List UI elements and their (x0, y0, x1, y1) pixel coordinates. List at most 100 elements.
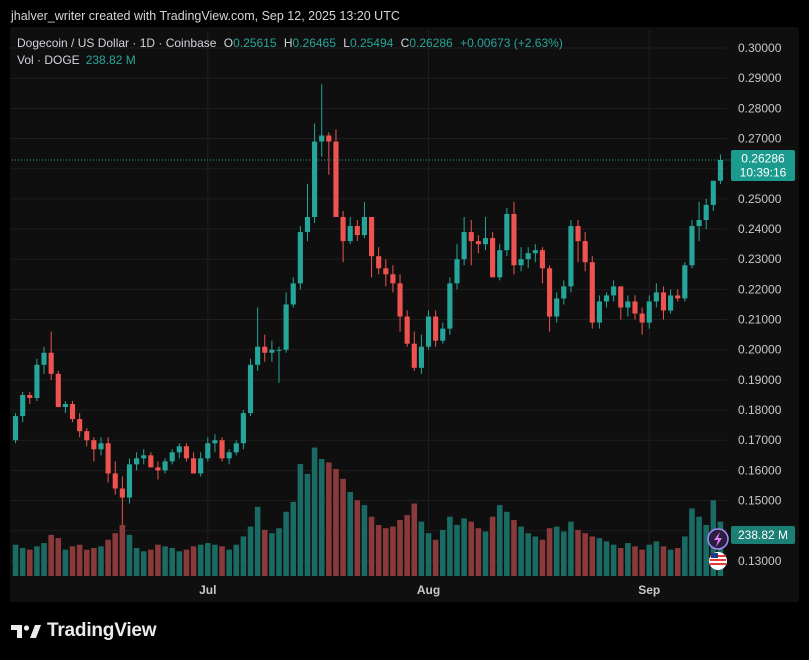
volume-bar (397, 520, 403, 576)
candle (411, 331, 417, 371)
candle (425, 310, 432, 350)
volume-bar (247, 526, 254, 576)
volume-bar (126, 534, 133, 576)
volume-bar (219, 546, 225, 576)
candle (582, 232, 588, 272)
candle (304, 183, 311, 242)
y-tick-label: 0.20000 (738, 343, 782, 357)
volume-bar (660, 546, 667, 576)
volume-bar (425, 533, 432, 576)
volume-bar (226, 549, 232, 576)
countdown-label: 10:39:16 (740, 166, 787, 180)
volume-bar (297, 464, 304, 576)
volume-bar (603, 541, 610, 576)
candle (710, 180, 716, 211)
volume-bar (169, 548, 175, 576)
candle (689, 220, 695, 269)
candle (447, 277, 453, 335)
footer-brand[interactable]: TradingView (11, 620, 157, 642)
volume-bar (98, 546, 104, 576)
volume-bar (34, 546, 40, 576)
volume-bar (354, 500, 361, 576)
candle (660, 286, 667, 320)
candle (575, 220, 581, 263)
volume-bar (617, 548, 624, 576)
candle (169, 449, 175, 465)
volume-bar (674, 548, 681, 576)
volume-bar (610, 544, 617, 576)
ohlc-legend: Dogecoin / US Dollar · 1D · Coinbase O0.… (17, 36, 563, 50)
volume-bar (639, 549, 645, 576)
candle (98, 437, 104, 456)
candle (468, 220, 474, 266)
volume-bar (596, 538, 603, 576)
volume-bar (375, 524, 382, 576)
volume-bar (632, 546, 638, 576)
candle (198, 452, 204, 477)
volume-bar (311, 447, 318, 576)
volume-bar (439, 529, 446, 576)
volume-bar (667, 549, 674, 576)
candle (440, 322, 446, 344)
candle (490, 232, 496, 278)
y-tick-label: 0.16000 (738, 463, 782, 477)
candle (568, 220, 574, 293)
volume-bar (91, 548, 97, 576)
us-flag-event-icon[interactable] (709, 552, 727, 570)
candle (41, 346, 47, 374)
volume-bar (27, 549, 33, 576)
candle (105, 437, 111, 483)
volume-bar (183, 549, 190, 576)
candle (240, 410, 246, 450)
volume-value: 238.82 M (85, 53, 136, 67)
volume-bar (304, 473, 311, 576)
candle (383, 259, 389, 287)
candle (675, 289, 681, 302)
volume-bar (468, 521, 475, 576)
current-price-label: 0.26286 (741, 152, 785, 166)
volume-bar (148, 549, 154, 576)
candle (219, 437, 225, 462)
volume-bar (347, 492, 353, 576)
y-tick-label: 0.22000 (738, 282, 782, 296)
candle (55, 370, 61, 408)
candle (255, 307, 261, 371)
volume-bar (432, 539, 439, 576)
candle (134, 452, 140, 471)
candle (27, 391, 33, 405)
candle (283, 292, 289, 353)
volume-bar (703, 524, 709, 576)
candle (148, 452, 154, 468)
candle (461, 216, 467, 266)
y-tick-label: 0.30000 (738, 41, 782, 55)
chart-panel[interactable] (10, 27, 799, 602)
volume-bars (12, 447, 724, 576)
candle (539, 247, 546, 284)
candle (119, 476, 125, 525)
volume-bar (76, 544, 83, 576)
candle (397, 274, 403, 332)
candle (554, 292, 560, 323)
candle (333, 129, 339, 217)
y-tick-label: 0.28000 (738, 101, 782, 115)
y-tick-label: 0.18000 (738, 403, 782, 417)
volume-label: Vol · DOGE (17, 53, 80, 67)
volume-bar (518, 526, 524, 576)
volume-bar (276, 528, 282, 576)
top-bar: jhalver_writer created with TradingView.… (0, 0, 809, 32)
candle (48, 331, 54, 380)
high-value: 0.26465 (292, 36, 336, 50)
volume-bar (646, 544, 653, 576)
volume-bar (55, 538, 62, 576)
open-key: O (223, 36, 234, 50)
volume-bar (290, 501, 297, 576)
volume-bar (383, 528, 389, 576)
volume-bar (333, 468, 339, 576)
candle (703, 198, 709, 230)
volume-bar (133, 548, 140, 576)
candle (603, 292, 610, 308)
volume-legend: Vol · DOGE 238.82 M (17, 53, 136, 67)
volume-bar (269, 533, 275, 576)
lightning-event-icon[interactable] (707, 528, 729, 550)
